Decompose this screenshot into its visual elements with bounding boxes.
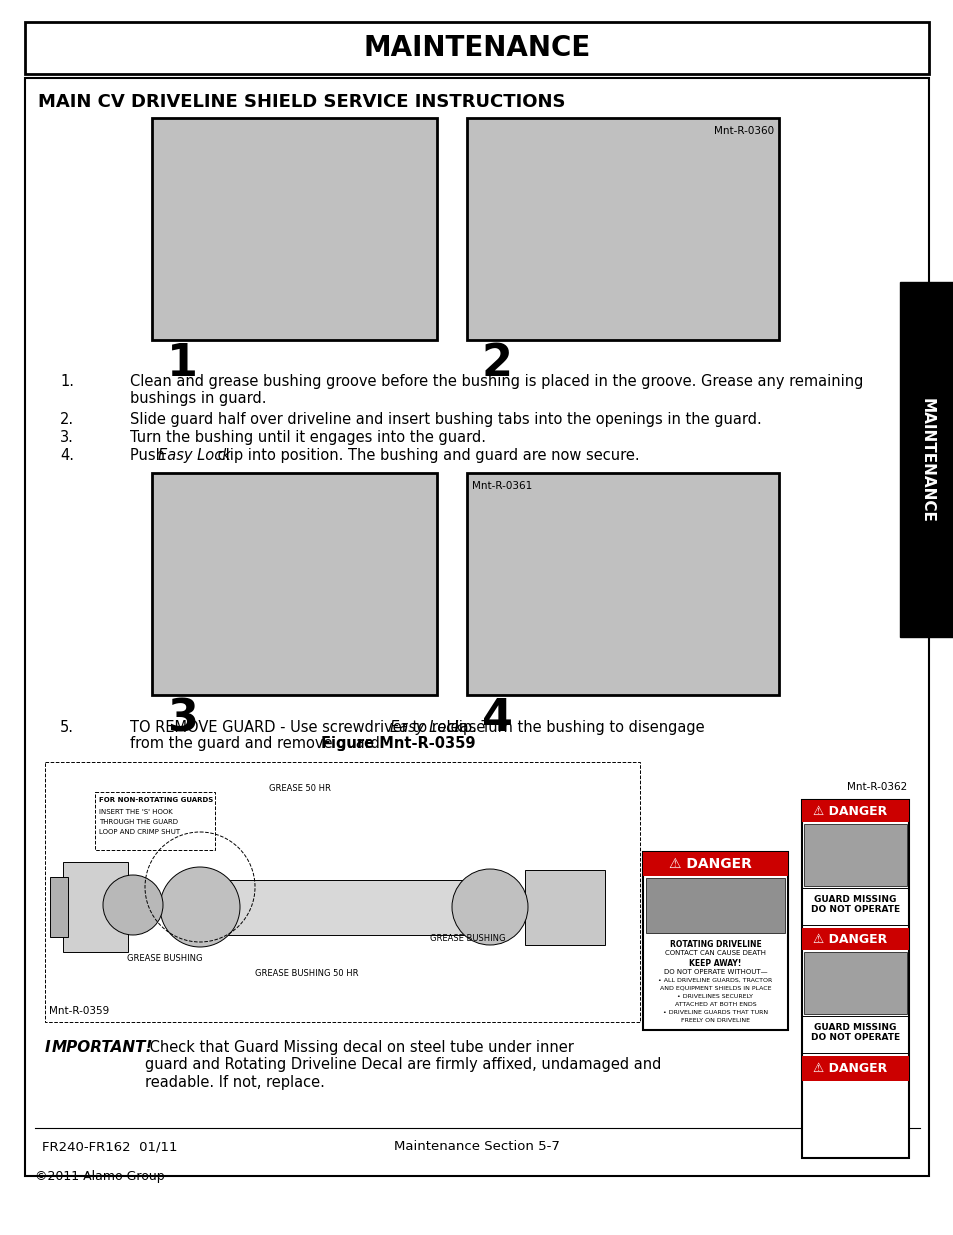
Text: 5.: 5. — [60, 720, 74, 735]
Text: 4.: 4. — [60, 448, 74, 463]
Text: ⚠ DANGER: ⚠ DANGER — [813, 932, 886, 946]
Bar — [25, 78, 928, 1176]
Text: FREELY ON DRIVELINE: FREELY ON DRIVELINE — [680, 1019, 749, 1024]
Text: CONTACT CAN CAUSE DEATH: CONTACT CAN CAUSE DEATH — [664, 950, 765, 956]
Circle shape — [452, 869, 527, 945]
Text: 1: 1 — [167, 342, 198, 385]
Text: FOR NON-ROTATING GUARDS: FOR NON-ROTATING GUARDS — [99, 797, 213, 803]
Text: GREASE BUSHING: GREASE BUSHING — [430, 934, 505, 944]
Text: from the guard and remove guard.: from the guard and remove guard. — [130, 736, 389, 751]
Bar — [645, 878, 784, 932]
Bar — [95, 792, 214, 850]
Bar — [467, 119, 779, 340]
Text: Figure Mnt-R-0359: Figure Mnt-R-0359 — [320, 736, 475, 751]
Text: Push: Push — [130, 448, 170, 463]
Text: Mnt-R-0361: Mnt-R-0361 — [472, 480, 532, 492]
Text: INSERT THE 'S' HOOK: INSERT THE 'S' HOOK — [99, 809, 172, 815]
Text: 1.: 1. — [60, 374, 74, 389]
Text: Turn the bushing until it engages into the guard.: Turn the bushing until it engages into t… — [130, 430, 485, 445]
Text: GUARD MISSING
DO NOT OPERATE: GUARD MISSING DO NOT OPERATE — [810, 895, 899, 914]
Bar — [642, 852, 787, 1030]
Text: 3: 3 — [167, 697, 197, 740]
Text: GREASE BUSHING: GREASE BUSHING — [127, 953, 202, 963]
Text: clip into position. The bushing and guard are now secure.: clip into position. The bushing and guar… — [213, 448, 639, 463]
Text: MAINTENANCE: MAINTENANCE — [363, 35, 590, 62]
Circle shape — [103, 876, 163, 935]
Text: • DRIVELINES SECURELY: • DRIVELINES SECURELY — [677, 994, 753, 999]
Text: ATTACHED AT BOTH ENDS: ATTACHED AT BOTH ENDS — [674, 1002, 756, 1007]
Bar — [803, 952, 906, 1014]
Text: LOOP AND CRIMP SHUT: LOOP AND CRIMP SHUT — [99, 829, 180, 835]
Text: GREASE 50 HR: GREASE 50 HR — [269, 784, 331, 793]
Bar — [642, 852, 787, 876]
Text: Slide guard half over driveline and insert bushing tabs into the openings in the: Slide guard half over driveline and inse… — [130, 412, 760, 427]
Text: ROTATING DRIVELINE: ROTATING DRIVELINE — [669, 940, 760, 948]
Text: ⚠ DANGER: ⚠ DANGER — [813, 804, 886, 818]
Bar — [45, 762, 639, 1023]
Text: Mnt-R-0359: Mnt-R-0359 — [49, 1007, 110, 1016]
Text: Clean and grease bushing groove before the bushing is placed in the groove. Grea: Clean and grease bushing groove before t… — [130, 374, 862, 406]
Bar — [205, 881, 484, 935]
Bar — [524, 869, 604, 945]
Bar — [152, 473, 436, 695]
Text: I: I — [45, 1040, 51, 1055]
Text: GREASE BUSHING 50 HR: GREASE BUSHING 50 HR — [254, 969, 358, 978]
Bar — [801, 927, 908, 950]
Text: DO NOT OPERATE WITHOUT—: DO NOT OPERATE WITHOUT— — [663, 968, 766, 974]
Text: MAINTENANCE: MAINTENANCE — [919, 398, 934, 522]
Text: Maintenance Section 5-7: Maintenance Section 5-7 — [394, 1140, 559, 1153]
Text: Check that Guard Missing decal on steel tube under inner
guard and Rotating Driv: Check that Guard Missing decal on steel … — [145, 1040, 660, 1089]
Text: 4: 4 — [481, 697, 513, 740]
Bar — [63, 862, 128, 952]
Bar — [25, 22, 928, 74]
Text: ⚠ DANGER: ⚠ DANGER — [813, 1062, 886, 1074]
Text: GUARD MISSING
DO NOT OPERATE: GUARD MISSING DO NOT OPERATE — [810, 1023, 899, 1042]
Text: • ALL DRIVELINE GUARDS, TRACTOR: • ALL DRIVELINE GUARDS, TRACTOR — [658, 978, 772, 983]
Text: MPORTANT!: MPORTANT! — [52, 1040, 153, 1055]
Bar — [801, 800, 908, 823]
Text: TO REMOVE GUARD - Use screwdriver to release: TO REMOVE GUARD - Use screwdriver to rel… — [130, 720, 490, 735]
Text: ⚠ DANGER: ⚠ DANGER — [668, 857, 751, 871]
Bar — [899, 282, 953, 637]
Text: 2: 2 — [481, 342, 513, 385]
Text: Mnt-R-0360: Mnt-R-0360 — [713, 126, 773, 136]
Bar — [803, 824, 906, 885]
Bar — [801, 1056, 908, 1081]
Text: KEEP AWAY!: KEEP AWAY! — [689, 958, 740, 968]
Text: Mnt-R-0362: Mnt-R-0362 — [846, 782, 906, 792]
Text: MAIN CV DRIVELINE SHIELD SERVICE INSTRUCTIONS: MAIN CV DRIVELINE SHIELD SERVICE INSTRUC… — [38, 93, 565, 111]
Bar — [467, 473, 779, 695]
Text: ©2011 Alamo Group: ©2011 Alamo Group — [35, 1170, 165, 1183]
Text: AND EQUIPMENT SHIELDS IN PLACE: AND EQUIPMENT SHIELDS IN PLACE — [659, 986, 770, 990]
Text: • DRIVELINE GUARDS THAT TURN: • DRIVELINE GUARDS THAT TURN — [662, 1010, 767, 1015]
Bar — [801, 800, 908, 1158]
Text: FR240-FR162  01/11: FR240-FR162 01/11 — [42, 1140, 177, 1153]
Circle shape — [160, 867, 240, 947]
Text: Easy Lock: Easy Lock — [390, 720, 462, 735]
Text: clip. Turn the bushing to disengage: clip. Turn the bushing to disengage — [441, 720, 704, 735]
Bar — [50, 877, 68, 937]
Text: Easy Lock: Easy Lock — [158, 448, 231, 463]
Text: 3.: 3. — [60, 430, 73, 445]
Text: 2.: 2. — [60, 412, 74, 427]
Bar — [152, 119, 436, 340]
Text: THROUGH THE GUARD: THROUGH THE GUARD — [99, 819, 178, 825]
